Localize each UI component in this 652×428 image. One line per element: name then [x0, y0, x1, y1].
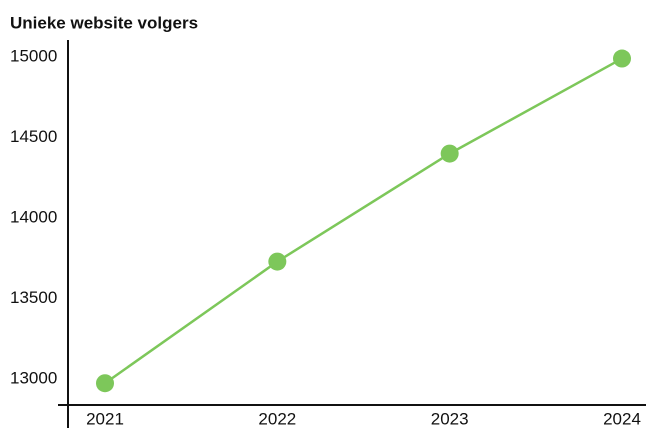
y-tick-label: 15000: [10, 46, 57, 65]
x-tick-label: 2022: [258, 409, 296, 428]
line: [104, 57, 623, 385]
y-tick-label: 13000: [10, 369, 57, 388]
y-tick-label: 14500: [10, 127, 57, 146]
y-tick-label: 14000: [10, 208, 57, 227]
point: [613, 49, 631, 68]
point: [440, 144, 459, 163]
x-tick-label: 2024: [603, 409, 641, 428]
chart-title: Unieke website volgers: [10, 13, 198, 32]
point: [96, 374, 114, 393]
x-tick-label: 2021: [86, 409, 124, 428]
y-tick-label: 13500: [10, 288, 57, 307]
point: [268, 252, 287, 271]
x-tick-label: 2023: [431, 409, 469, 428]
